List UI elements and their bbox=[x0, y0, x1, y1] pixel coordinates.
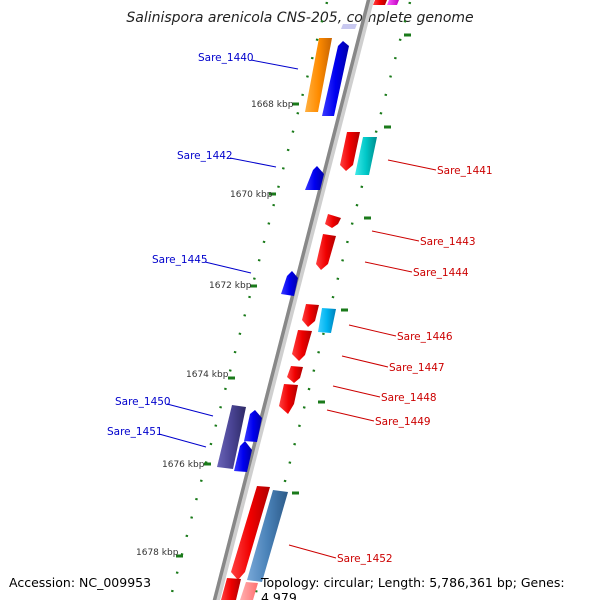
leader-sare-1440 bbox=[250, 59, 299, 70]
gene-glyph-sare-1451 bbox=[234, 441, 252, 472]
kbp-label: 1672 kbp bbox=[209, 281, 252, 291]
leader-sare-1449 bbox=[326, 409, 375, 422]
gene-label: Sare_1447 bbox=[389, 362, 445, 374]
gene-label: Sare_1442 bbox=[177, 150, 233, 162]
gene-label: Sare_1452 bbox=[337, 553, 393, 565]
gene-labels: Sare_1440 Sare_1441 Sare_1442 Sare_1443 … bbox=[107, 52, 493, 565]
gene-label: Sare_1444 bbox=[413, 267, 469, 279]
gene-glyph-sare-1442 bbox=[305, 166, 324, 190]
gene-label: Sare_1445 bbox=[152, 254, 208, 266]
gene-label: Sare_1449 bbox=[375, 416, 431, 428]
kbp-label: 1668 kbp bbox=[251, 100, 294, 110]
gene-glyph-sare-1452 bbox=[231, 486, 270, 580]
map-title: Salinispora arenicola CNS-205, complete … bbox=[126, 10, 474, 26]
gene-glyph-sare-1449 bbox=[279, 384, 298, 414]
gene-glyph-sare-1447 bbox=[292, 330, 312, 361]
leader-sare-1445 bbox=[204, 261, 252, 274]
kbp-label: 1678 kbp bbox=[136, 548, 179, 558]
gene-label: Sare_1450 bbox=[115, 396, 171, 408]
gene-glyph-partial-bottom-red bbox=[221, 578, 241, 600]
leader-sare-1442 bbox=[229, 157, 277, 168]
gene-glyphs bbox=[217, 0, 399, 600]
leader-sare-1450 bbox=[166, 403, 214, 417]
leader-sare-1452 bbox=[288, 544, 337, 559]
gene-label: Sare_1448 bbox=[381, 392, 437, 404]
gene-glyph-partial-top-red bbox=[373, 0, 387, 5]
leader-sare-1446 bbox=[348, 324, 397, 337]
gene-glyph-sare-1448 bbox=[287, 366, 303, 383]
leader-lines bbox=[158, 59, 437, 559]
gene-glyph-partial-top bbox=[341, 24, 357, 29]
gene-glyph-partial-bottom-pink bbox=[240, 582, 258, 600]
gene-glyph-sare-1445 bbox=[281, 271, 298, 296]
kbp-label: 1674 kbp bbox=[186, 370, 229, 380]
gene-glyph-sare-1441 bbox=[340, 132, 360, 171]
leader-sare-1448 bbox=[332, 385, 381, 398]
kbp-label: 1676 kbp bbox=[162, 460, 205, 470]
gene-glyph-partial-top-magenta bbox=[387, 0, 399, 5]
gene-glyph-sare-1440 bbox=[322, 41, 349, 116]
gene-glyph-slate bbox=[217, 405, 246, 469]
gene-glyph-orange bbox=[305, 38, 332, 112]
gene-label: Sare_1441 bbox=[437, 165, 493, 177]
topology-text: Topology: circular; Length: 5,786,361 bp… bbox=[261, 575, 565, 600]
gene-label: Sare_1451 bbox=[107, 426, 163, 438]
genome-backbone bbox=[212, 0, 375, 600]
inner-dotted-ring bbox=[168, 1, 329, 600]
gene-label: Sare_1446 bbox=[397, 331, 453, 343]
leader-sare-1447 bbox=[341, 355, 389, 368]
leader-sare-1444 bbox=[364, 261, 413, 273]
gene-glyph-sky bbox=[318, 308, 336, 333]
accession-text: Accession: NC_009953 bbox=[9, 575, 152, 590]
leader-sare-1441 bbox=[387, 159, 437, 171]
leader-sare-1451 bbox=[158, 433, 207, 448]
kbp-ticks bbox=[176, 33, 411, 558]
gene-glyph-cyan bbox=[355, 137, 377, 175]
leader-sare-1443 bbox=[371, 230, 420, 242]
gene-glyph-sare-1444 bbox=[316, 234, 336, 270]
gene-label: Sare_1440 bbox=[198, 52, 254, 64]
position-labels: 1668 kbp 1670 kbp 1672 kbp 1674 kbp 1676… bbox=[136, 100, 294, 558]
gene-glyph-sare-1443 bbox=[325, 214, 341, 228]
gene-label: Sare_1443 bbox=[420, 236, 476, 248]
gene-glyph-sare-1450 bbox=[244, 410, 262, 442]
gene-glyph-sare-1446 bbox=[302, 304, 319, 327]
gene-glyph-steel bbox=[247, 490, 288, 582]
kbp-label: 1670 kbp bbox=[230, 190, 273, 200]
